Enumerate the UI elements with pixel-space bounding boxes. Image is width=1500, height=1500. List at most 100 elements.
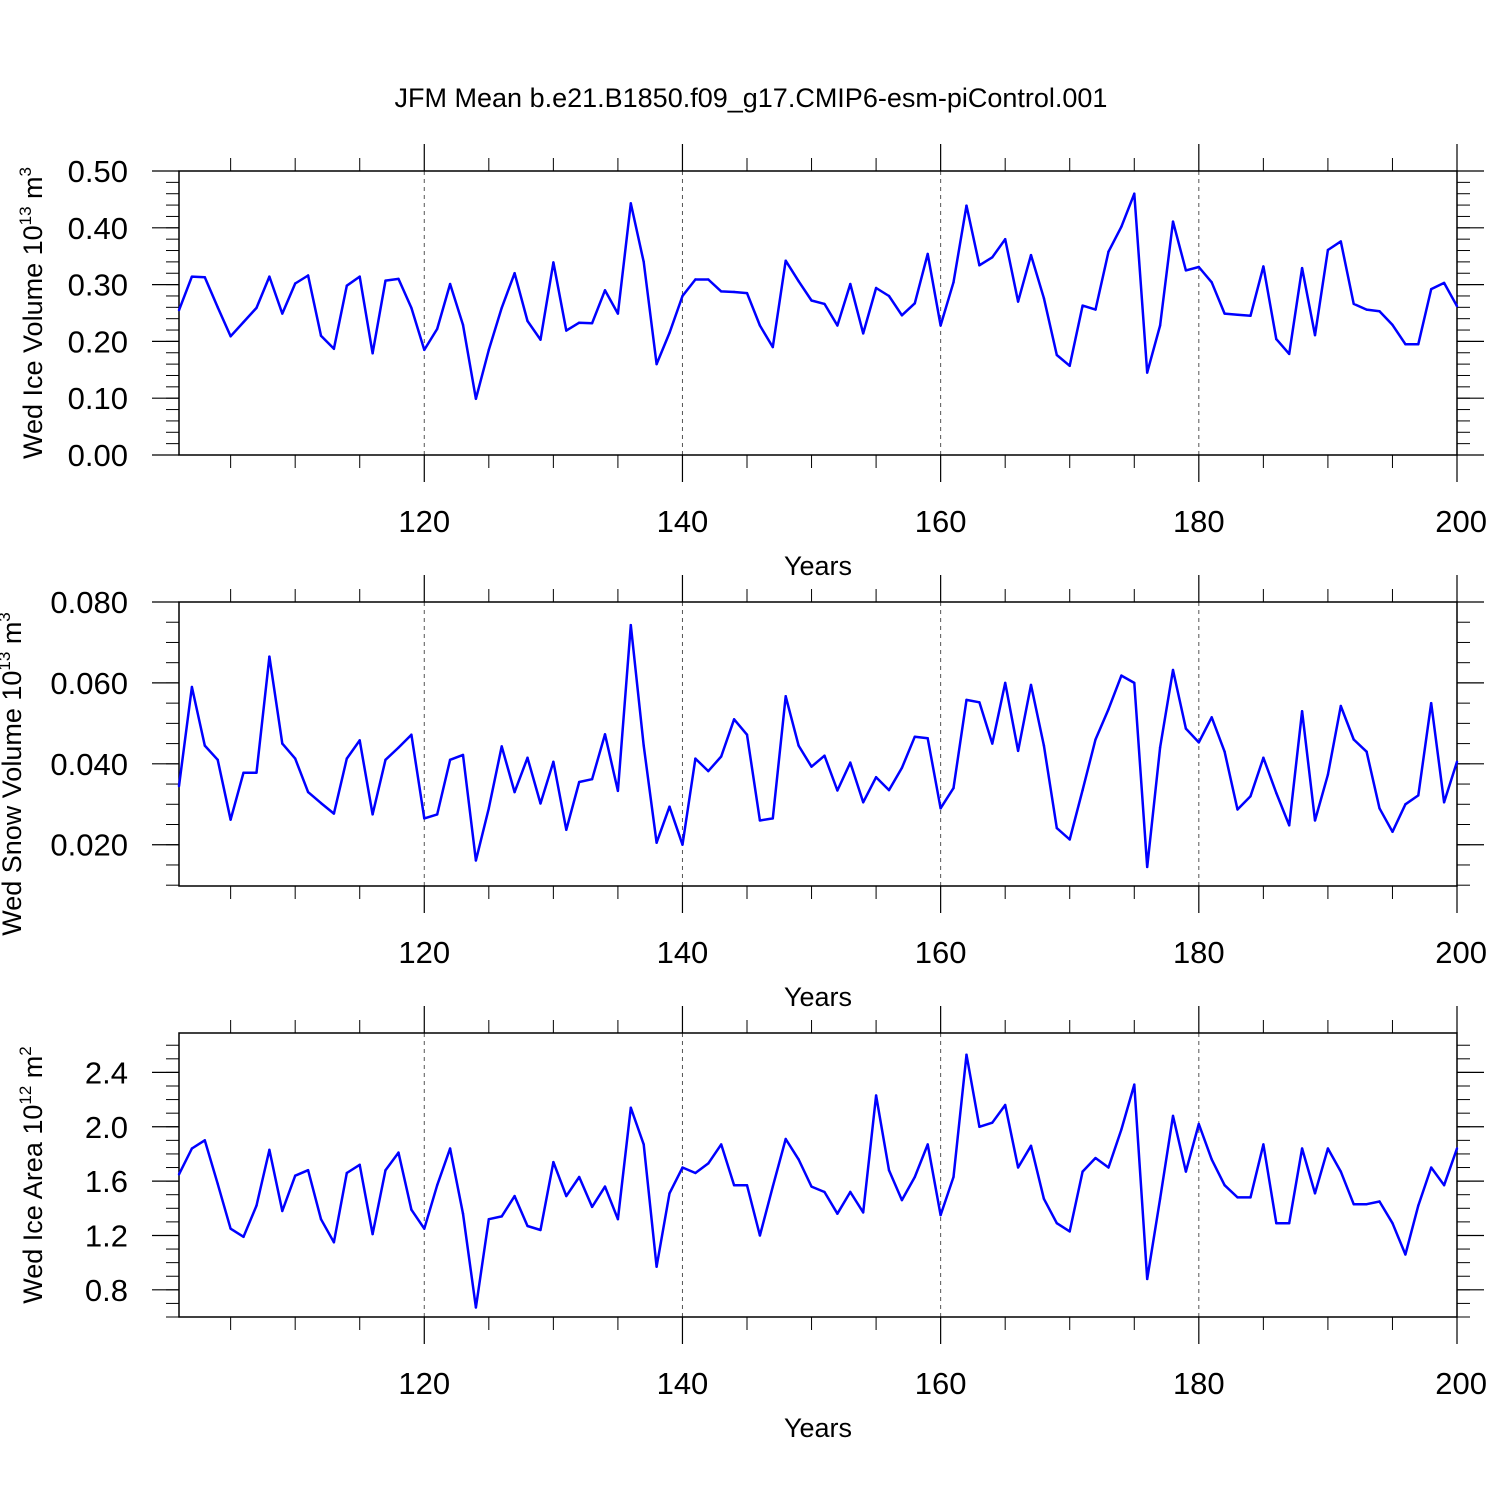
x-tick-label: 180 (1173, 1366, 1225, 1401)
data-point (1029, 683, 1033, 687)
data-point (1223, 750, 1226, 753)
data-point (900, 1198, 904, 1202)
y-tick-label: 1.2 (85, 1218, 128, 1253)
data-point (965, 1053, 968, 1056)
data-point (590, 322, 594, 325)
data-point (1442, 801, 1446, 804)
data-point (1455, 760, 1459, 764)
data-point (1326, 773, 1330, 776)
data-point (1404, 343, 1407, 346)
data-point (1391, 1222, 1394, 1225)
data-point (590, 777, 594, 781)
data-point (1003, 237, 1007, 241)
data-point (745, 733, 749, 736)
data-point (423, 817, 426, 820)
data-point (926, 252, 929, 256)
x-tick-label: 140 (657, 504, 709, 539)
data-point (836, 789, 839, 792)
data-point (268, 655, 271, 658)
data-point (1081, 788, 1084, 792)
data-point (849, 761, 852, 764)
data-point (874, 775, 878, 779)
data-point (887, 1169, 891, 1172)
data-point (1068, 838, 1071, 841)
data-point (1455, 1147, 1459, 1150)
data-point (1081, 1170, 1084, 1173)
data-point (293, 1174, 297, 1177)
data-point (1223, 312, 1226, 315)
data-point (1055, 826, 1059, 830)
data-point (603, 289, 607, 292)
data-point (1120, 674, 1123, 677)
x-axis-title: Years (784, 1413, 852, 1443)
data-point (1352, 1203, 1355, 1206)
data-point (1171, 668, 1175, 672)
y-tick-label: 0.20 (68, 324, 128, 359)
data-point (319, 334, 323, 337)
data-point (177, 308, 181, 312)
data-point (229, 818, 232, 821)
data-point (397, 277, 400, 281)
panel-snow-volume: 0.020 0.040 0.060 0.080 120 140 160 180 200 Years… (0, 575, 1487, 1012)
data-point (1275, 791, 1278, 795)
data-point (306, 1169, 310, 1172)
data-point (771, 1185, 775, 1188)
data-point (552, 760, 555, 764)
data-point (358, 1163, 361, 1167)
data-point (1068, 1230, 1071, 1233)
data-point (319, 1217, 323, 1221)
data-point (1378, 310, 1381, 313)
data-point (1417, 1204, 1420, 1207)
data-point (1339, 704, 1343, 708)
data-point (1210, 716, 1213, 719)
x-tick-label: 200 (1435, 504, 1487, 539)
y-tick-label: 0.50 (68, 154, 128, 189)
data-point (577, 1175, 581, 1179)
data-point (1158, 1197, 1162, 1200)
data-point (410, 306, 413, 310)
data-point (371, 813, 374, 816)
data-point (577, 321, 581, 324)
data-point (474, 1306, 478, 1309)
data-point (539, 1228, 542, 1232)
data-point (242, 1235, 245, 1239)
data-point (694, 278, 697, 281)
data-point (810, 1185, 813, 1188)
panel-ice-volume: 0.00 0.10 0.20 0.30 0.40 0.50 120 140 160 180 200 Y… (16, 144, 1487, 581)
data-point (1016, 1166, 1020, 1169)
data-point (939, 324, 942, 327)
y-axis-title: Wed Ice Area 1012 m2 (16, 1046, 48, 1304)
plot-frame (178, 170, 1458, 456)
x-tick-label: 200 (1435, 935, 1487, 970)
data-point (268, 275, 271, 278)
data-point (177, 784, 181, 788)
data-point (1003, 1103, 1007, 1107)
data-point (268, 1148, 271, 1152)
data-point (797, 744, 800, 747)
data-point (642, 260, 645, 264)
data-point (978, 264, 981, 267)
data-point (487, 1217, 491, 1221)
data-point (1003, 681, 1007, 685)
data-point (1429, 287, 1433, 291)
data-point (732, 718, 736, 721)
data-point (810, 765, 813, 768)
data-point (242, 320, 245, 324)
data-point (707, 769, 710, 773)
data-point (306, 274, 310, 277)
y-axis-title: Wed Ice Volume 1013 m3 (16, 167, 48, 459)
data-point (603, 733, 607, 736)
data-point (1236, 808, 1239, 811)
data-point (887, 294, 891, 298)
data-point (797, 1158, 800, 1161)
data-point (1210, 1158, 1213, 1161)
x-tick-label: 120 (398, 935, 450, 970)
data-point (1042, 297, 1046, 300)
data-point (1262, 1143, 1265, 1146)
data-point (1365, 1203, 1368, 1206)
data-point (1287, 824, 1291, 827)
y-tick-label: 0.080 (50, 585, 128, 620)
data-point (1326, 248, 1330, 252)
data-point (668, 1192, 671, 1195)
x-tick-label: 160 (915, 1366, 967, 1401)
